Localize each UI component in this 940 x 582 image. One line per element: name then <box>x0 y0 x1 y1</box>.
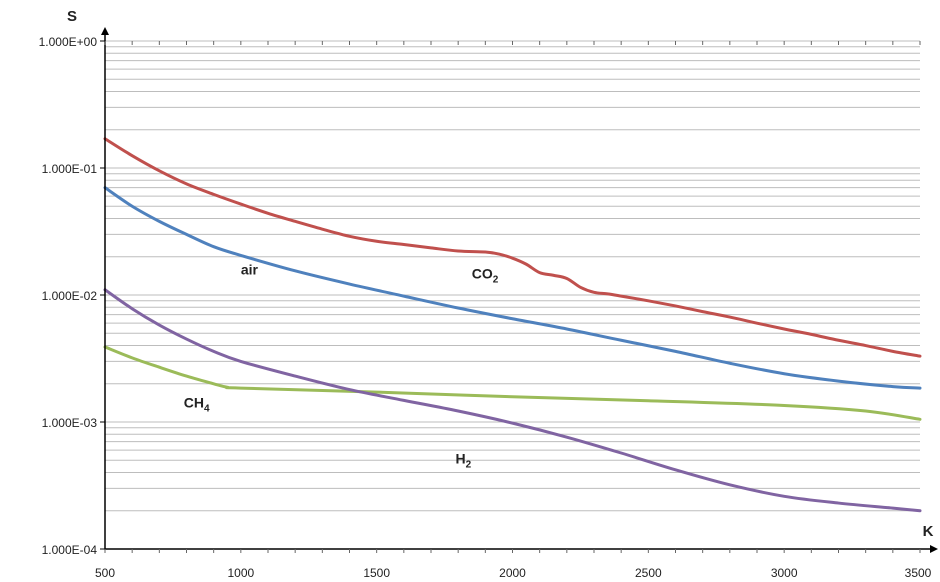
y-tick-label: 1.000E+00 <box>39 35 98 49</box>
x-axis-label: K <box>923 523 934 540</box>
y-axis-label: S <box>67 8 77 25</box>
x-tick-label: 500 <box>95 566 115 580</box>
y-tick-label: 1.000E-04 <box>42 543 98 557</box>
x-tick-label: 2000 <box>499 566 526 580</box>
series-line-0 <box>103 137 922 358</box>
x-axis-arrow <box>930 545 938 553</box>
series-label-1: air <box>241 262 259 278</box>
series-lines <box>103 137 922 513</box>
labels: 500 1000 1500 2000 2500 3000 3500 1.000E-04 1.00… <box>39 8 934 580</box>
series-line-3 <box>103 288 922 513</box>
axes <box>100 27 938 553</box>
x-tick-label: 3000 <box>771 566 798 580</box>
y-tick-label: 1.000E-03 <box>42 416 98 430</box>
series-line-1 <box>103 186 922 390</box>
x-tick-label: 1500 <box>363 566 390 580</box>
x-tick-label: 2500 <box>635 566 662 580</box>
y-axis-arrow <box>101 27 109 35</box>
y-tick-label: 1.000E-01 <box>42 162 98 176</box>
series-label-2: CH4 <box>184 395 210 415</box>
y-tick-label: 1.000E-02 <box>42 289 98 303</box>
grid-lines <box>105 40 920 512</box>
series-line-2 <box>103 345 922 421</box>
series-label-3: H2 <box>455 451 471 471</box>
x-tick-label: 1000 <box>227 566 254 580</box>
x-tick-label: 3500 <box>905 566 932 580</box>
series-label-0: CO2 <box>472 265 499 285</box>
